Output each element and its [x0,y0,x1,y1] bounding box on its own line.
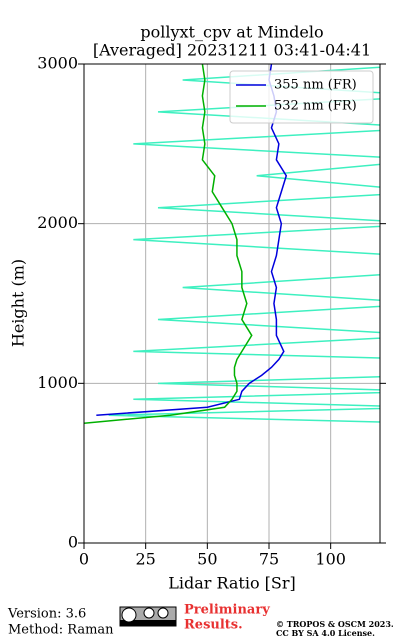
x-tick-label: 100 [315,550,346,569]
chart-subtitle: [Averaged] 20231211 03:41-04:41 [93,41,371,60]
legend-label: 532 nm (FR) [274,99,357,114]
y-tick-label: 0 [68,533,78,552]
x-tick-label: 0 [79,550,89,569]
y-tick-label: 3000 [37,54,78,73]
x-tick-label: 50 [197,550,217,569]
cc-logo [119,606,177,627]
legend-box [229,70,374,124]
x-tick-label: 25 [135,550,155,569]
data-line [96,64,288,417]
x-axis-label: Lidar Ratio [Sr] [168,574,296,593]
notice: Results. [184,618,243,633]
y-tick-label: 1000 [37,373,78,392]
data-line [84,64,253,424]
legend-label: 355 nm (FR) [274,78,357,93]
version: Version: 3.6 [7,607,86,622]
plot-frame [83,63,381,544]
plot-area [84,64,380,543]
method: Method: Raman [8,623,114,638]
x-tick-label: 75 [259,550,279,569]
chart-title: pollyxt_cpv at Mindelo [140,23,323,42]
copyright: © TROPOS & OSCM 2023. [276,619,394,629]
license: CC BY SA 4.0 License. [276,628,375,638]
y-axis-label: Height (m) [9,259,28,347]
data-line [108,66,380,423]
y-tick-label: 2000 [37,213,78,232]
notice: Preliminary [184,603,270,618]
